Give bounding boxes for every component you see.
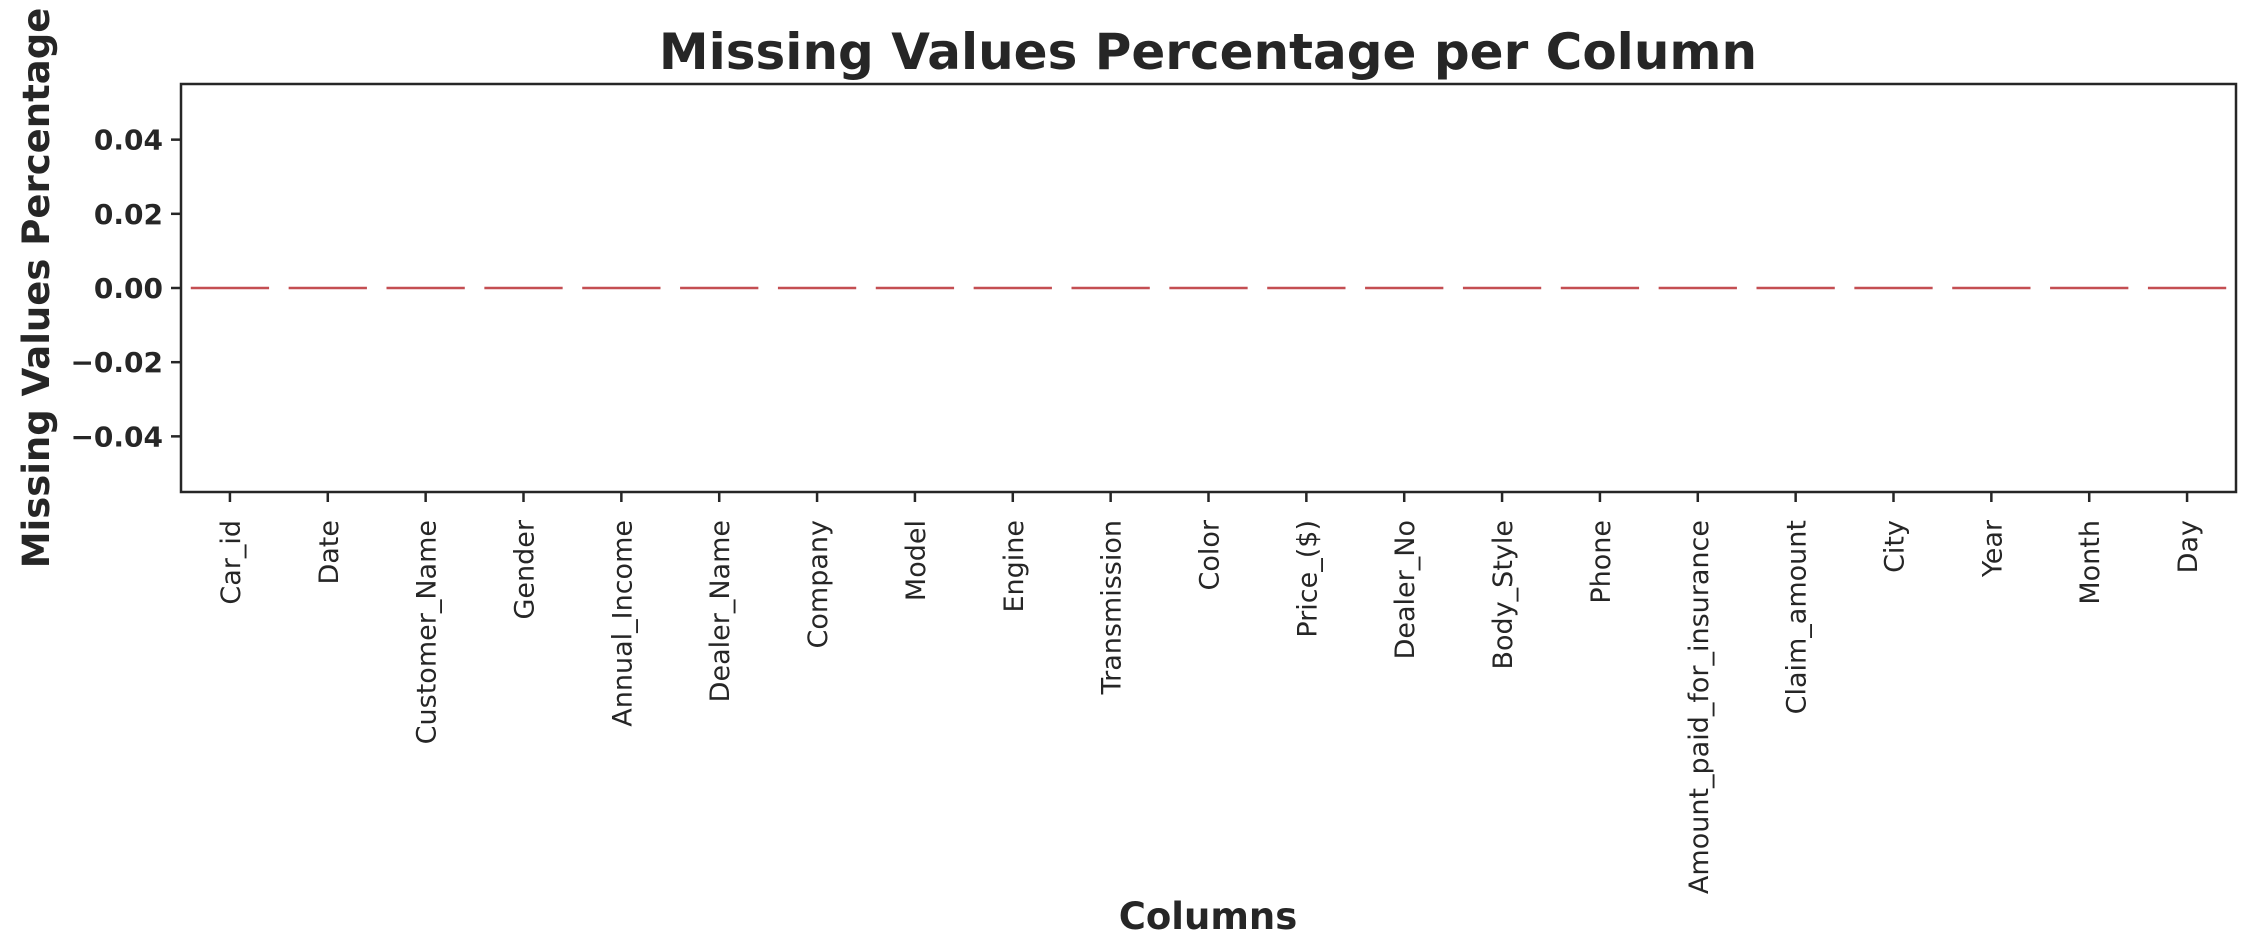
x-tick-label: Company [803, 520, 834, 648]
bar [1756, 286, 1835, 290]
x-tick-label: Date [314, 520, 345, 585]
bar [1365, 286, 1444, 290]
bar [2147, 286, 2227, 290]
bar [1952, 286, 2031, 290]
y-tick-label: 0.02 [94, 198, 163, 231]
bar [582, 286, 661, 290]
x-tick-label: Dealer_Name [705, 520, 736, 702]
y-tick-label: 0.00 [94, 272, 163, 305]
x-tick-label: Gender [510, 519, 541, 619]
x-tick-label: Color [1195, 519, 1226, 590]
bar [190, 286, 270, 290]
x-tick-label: Year [1977, 519, 2008, 578]
x-tick-label: Price_($) [1292, 520, 1323, 638]
bar [1658, 286, 1737, 290]
bar [1854, 286, 1933, 290]
x-tick-label: Phone [1586, 520, 1617, 604]
bar [1169, 286, 1248, 290]
x-tick-label: Body_Style [1488, 520, 1519, 669]
x-tick-label: Month [2075, 520, 2106, 605]
bar [875, 286, 955, 290]
x-axis-title: Columns [1119, 895, 1298, 938]
bars-layer [190, 286, 2227, 290]
x-tick-label: Annual_Income [607, 520, 638, 727]
y-axis: 0.04 0.02 0.00 −0.02 −0.04 [70, 124, 181, 453]
bar [288, 286, 367, 290]
bar [973, 286, 1052, 290]
x-tick-label: Day [2173, 520, 2204, 573]
bar [680, 286, 759, 290]
chart-title: Missing Values Percentage per Column [659, 23, 1757, 81]
x-tick-label: Customer_Name [412, 520, 443, 744]
x-tick-label: Dealer_No [1390, 520, 1421, 659]
bar [777, 286, 857, 290]
y-axis-title: Missing Values Percentage [15, 8, 58, 569]
y-tick-label: −0.02 [70, 346, 163, 379]
x-tick-label: Transmission [1097, 520, 1128, 695]
y-tick-label: 0.04 [94, 124, 163, 157]
bar [2050, 286, 2129, 290]
bar [1071, 286, 1150, 290]
x-tick-label: Model [901, 520, 932, 601]
bar [1267, 286, 1346, 290]
y-tick-label: −0.04 [70, 420, 163, 453]
bar [1462, 286, 1542, 290]
bar [386, 286, 465, 290]
x-tick-label: City [1880, 520, 1911, 573]
x-tick-label: Car_id [216, 520, 247, 605]
bar [484, 286, 563, 290]
x-tick-label: Claim_amount [1782, 520, 1813, 714]
x-tick-label: Engine [999, 520, 1030, 613]
x-tick-label: Amount_paid_for_insurance [1684, 520, 1715, 894]
bar [1560, 286, 1640, 290]
x-axis: Car_id Date Customer_Name Gender Annual_Inco… [216, 492, 2204, 894]
